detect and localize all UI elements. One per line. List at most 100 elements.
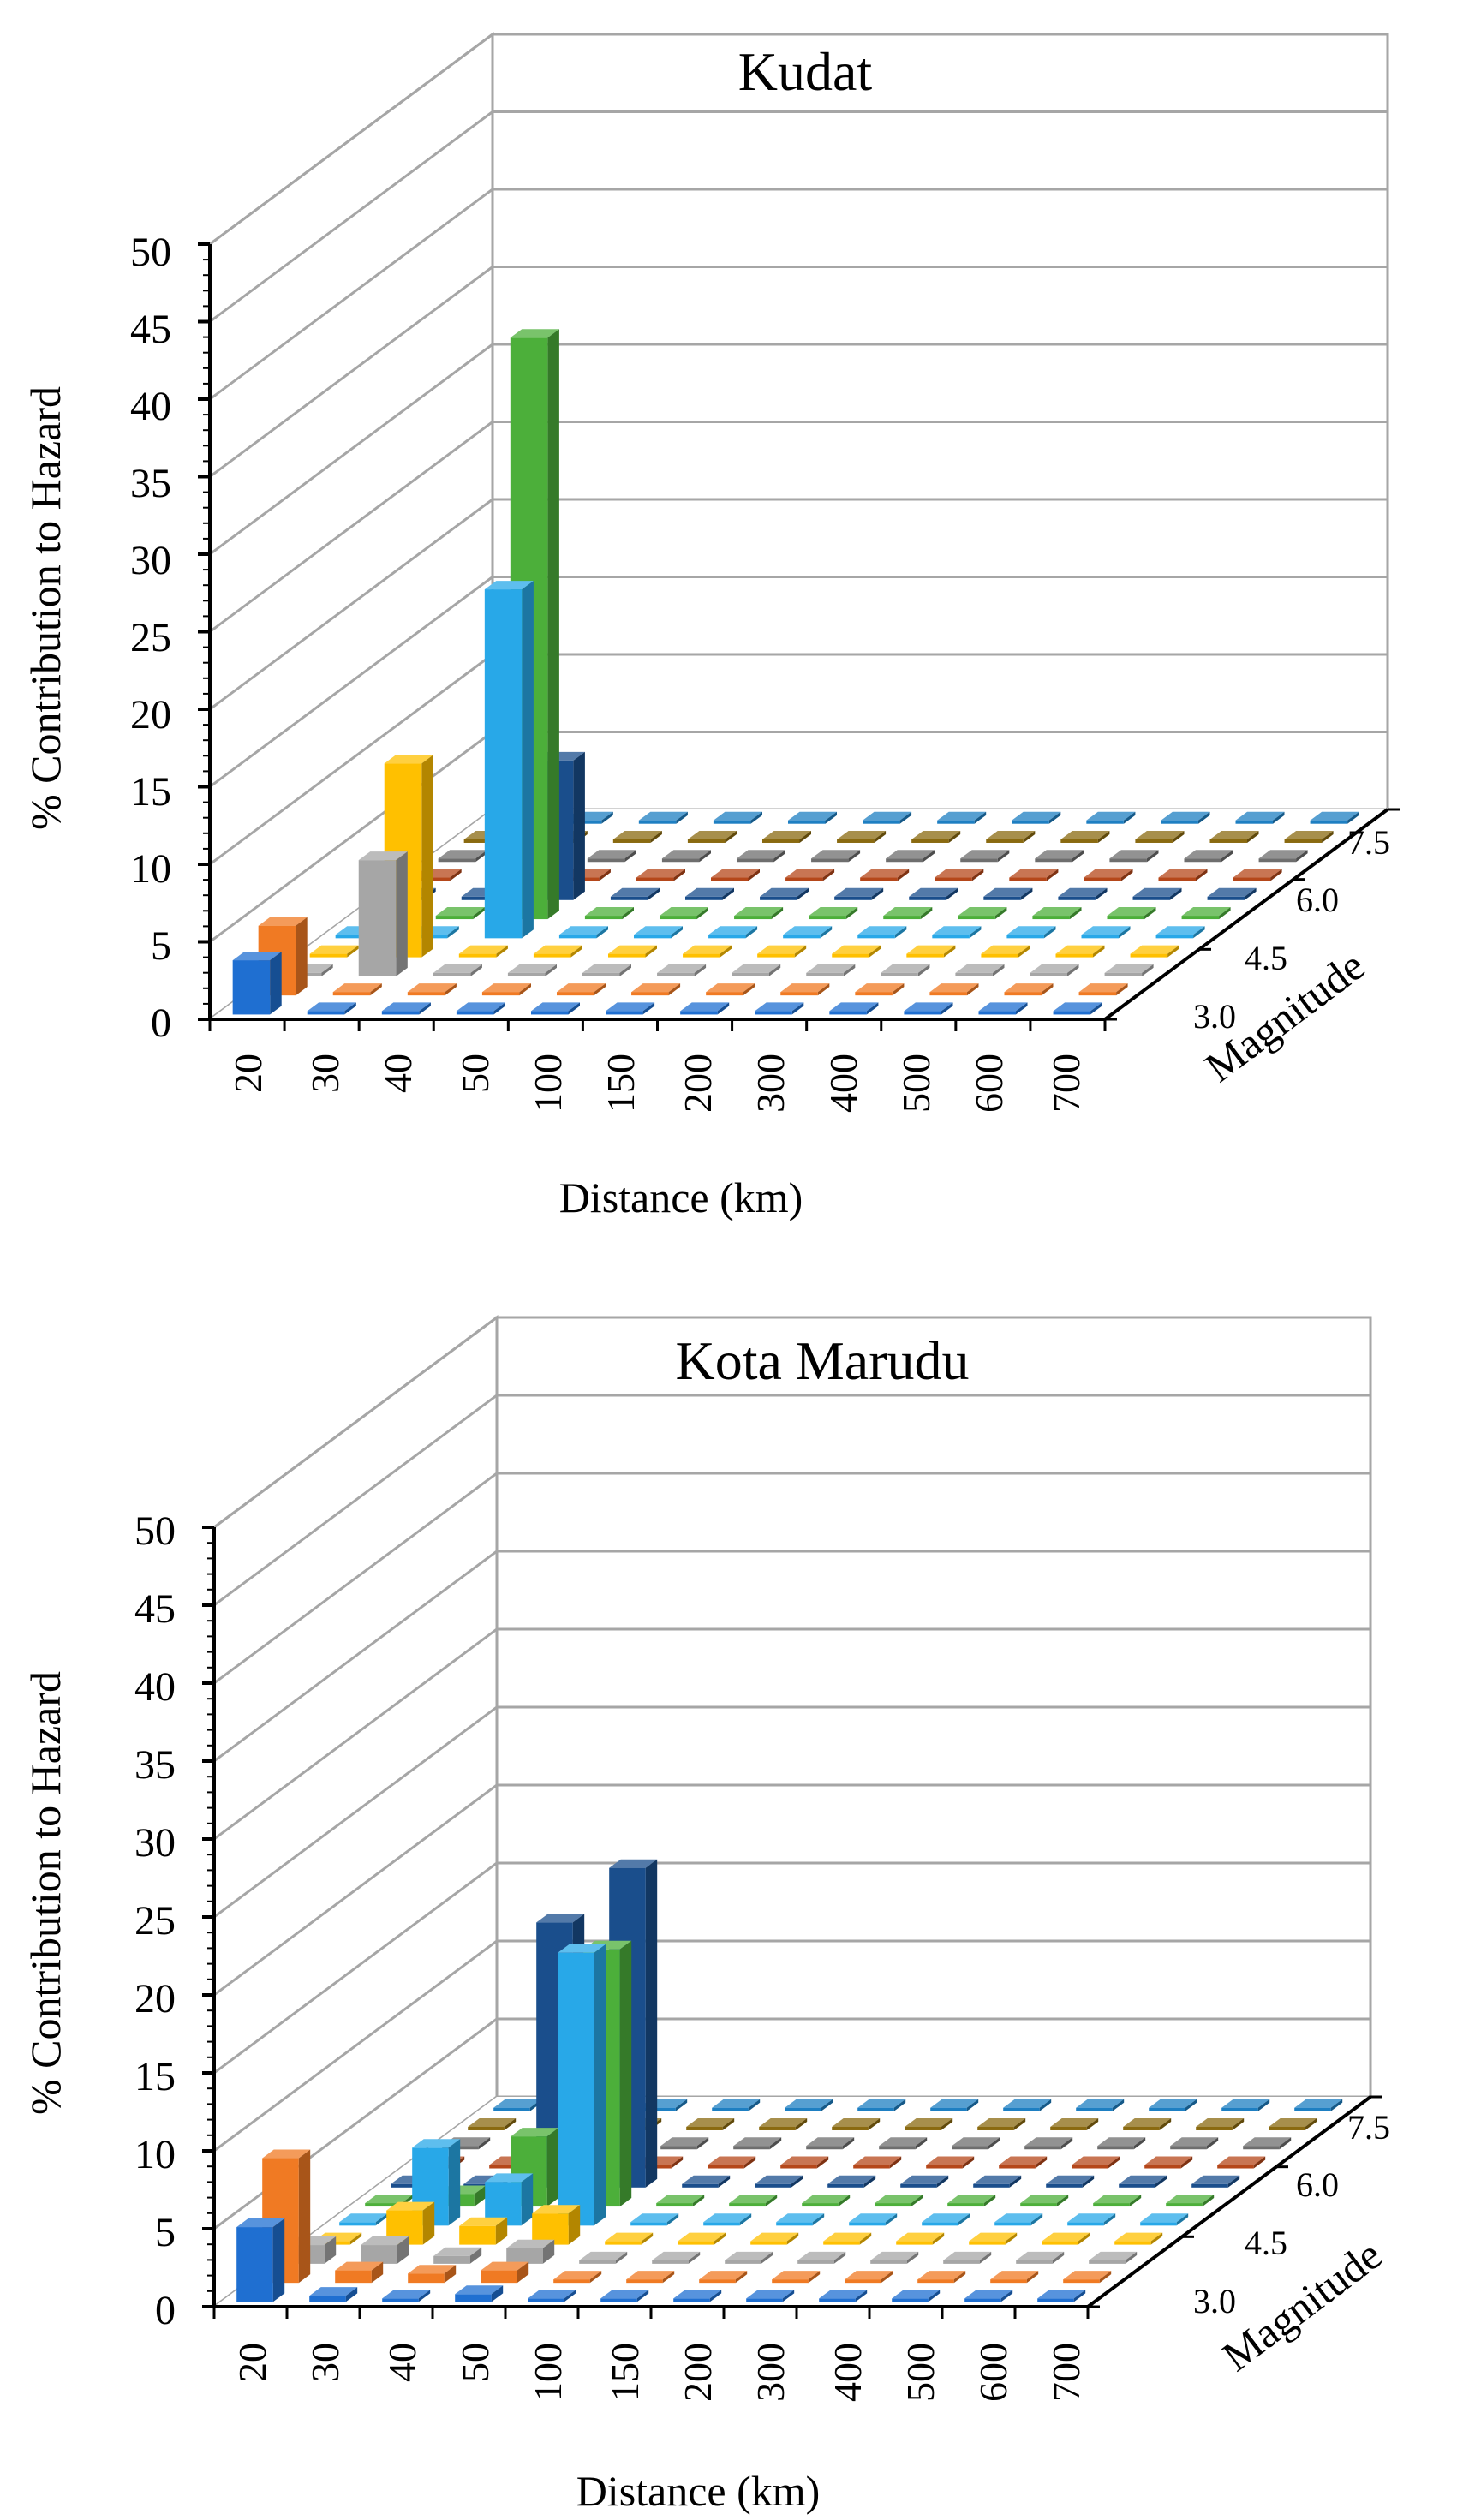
bar-side	[739, 2213, 752, 2226]
bar	[391, 2183, 427, 2188]
y-tick-label: 25	[134, 1898, 176, 1944]
bar-top	[860, 869, 910, 878]
bar	[1009, 877, 1047, 881]
bar	[994, 2222, 1031, 2226]
bar-side	[1144, 907, 1156, 920]
bar-side	[842, 2137, 855, 2150]
bar-top	[232, 952, 282, 961]
bar-side	[594, 983, 606, 996]
bar-top	[1158, 869, 1208, 878]
x-tick-label: 600	[971, 2343, 1015, 2402]
bar-top	[886, 850, 935, 859]
x-tick-labels: 20 30 40 50 100 150 200 300 400 500 600 …	[226, 1054, 1088, 1113]
bar	[657, 972, 695, 976]
depth-tick-label: 3.0	[1193, 2282, 1236, 2320]
bar-top	[1020, 2195, 1069, 2204]
bar-side	[645, 1859, 658, 2188]
bar	[922, 2222, 958, 2226]
bar-side	[1108, 2156, 1120, 2169]
x-axis-label: Distance (km)	[576, 2467, 821, 2515]
bar-top	[582, 964, 631, 973]
bar-top	[636, 869, 685, 878]
x-tick-label: 300	[749, 1054, 792, 1113]
bar-side	[743, 983, 755, 996]
y-tick-label: 25	[130, 615, 171, 660]
bar-top	[673, 2290, 722, 2299]
bar-top	[680, 1002, 730, 1012]
bar-top	[760, 887, 809, 897]
x-tick-label: 400	[826, 2343, 869, 2402]
bar-side	[808, 2271, 821, 2284]
gridline-side	[209, 110, 493, 323]
bar	[660, 2146, 697, 2150]
bar-side	[709, 2290, 722, 2302]
bar-top	[819, 2290, 868, 2299]
bar	[638, 820, 677, 824]
bar-top	[433, 2247, 482, 2256]
bar-side	[570, 945, 582, 958]
bar-side	[1016, 1002, 1028, 1015]
bar-side	[1159, 2118, 1172, 2130]
bar-top	[365, 2195, 414, 2204]
bar-side	[542, 2239, 555, 2264]
bar-side	[1000, 2290, 1013, 2302]
bar	[904, 1011, 941, 1015]
bar-top	[258, 917, 308, 926]
bar-top	[1016, 2251, 1065, 2260]
bar	[530, 1011, 569, 1015]
bar	[335, 2270, 372, 2284]
bar-side	[1170, 887, 1182, 900]
x-tick-label: 100	[526, 1054, 570, 1113]
bar	[879, 2146, 916, 2150]
bar	[952, 2146, 988, 2150]
bar	[1050, 2126, 1087, 2130]
bar-top	[384, 755, 433, 764]
bar-side	[971, 869, 984, 881]
bar-top	[857, 926, 907, 935]
bar	[733, 2146, 770, 2150]
bar-top	[755, 1002, 804, 1012]
bar-top	[558, 926, 608, 935]
bar-top	[1097, 2137, 1146, 2147]
bar-top	[638, 811, 688, 821]
bar-top	[1004, 983, 1054, 993]
bar-top	[262, 2149, 311, 2159]
bar-side	[371, 2261, 384, 2284]
bar	[930, 2107, 967, 2111]
bar	[845, 2279, 881, 2284]
bar-side	[1123, 811, 1136, 824]
bar-top	[881, 964, 930, 973]
bar-side	[1129, 2195, 1142, 2207]
depth-axis	[1103, 808, 1389, 1021]
bar-side	[589, 2271, 602, 2284]
bar	[886, 858, 923, 863]
bar-side	[1125, 2251, 1138, 2264]
bar	[1140, 2222, 1177, 2226]
bar-side	[474, 2185, 487, 2207]
bar	[626, 2279, 663, 2284]
bar-top	[943, 2251, 992, 2260]
bar-top	[531, 1002, 580, 1012]
bar-side	[765, 2195, 778, 2207]
bar	[929, 992, 967, 996]
bar	[1078, 992, 1117, 996]
bar-side	[622, 907, 634, 920]
bar-side	[795, 2118, 808, 2130]
bar	[528, 2298, 564, 2302]
floor	[214, 2097, 1370, 2307]
bar-side	[519, 983, 531, 996]
bar	[870, 2260, 907, 2264]
bar-top	[1032, 907, 1082, 917]
y-tick-label: 50	[134, 1508, 176, 1554]
bar-side	[1279, 2137, 1292, 2150]
bar	[806, 2146, 843, 2150]
bar-side	[1044, 926, 1056, 939]
bar-top	[510, 329, 559, 338]
bar-side	[953, 2271, 966, 2284]
bar-top	[1089, 2251, 1138, 2260]
bar-side	[750, 811, 762, 824]
bar	[533, 953, 571, 958]
bar	[408, 2273, 445, 2284]
bar-top	[755, 2175, 803, 2184]
bar-top	[1081, 926, 1131, 935]
